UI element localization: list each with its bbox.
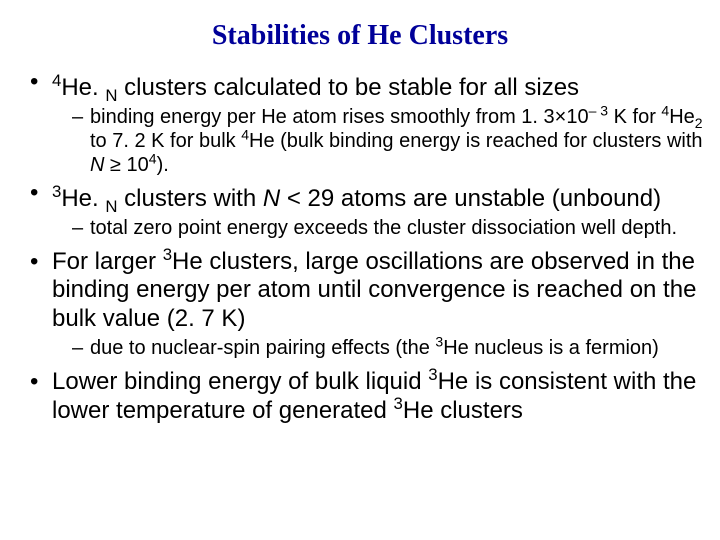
slide-title: Stabilities of He Clusters: [30, 20, 720, 52]
bullet-level1: 4He. N clusters calculated to be stable …: [30, 74, 720, 103]
bullet-level2: binding energy per He atom rises smoothl…: [30, 105, 720, 177]
bullet-level1: Lower binding energy of bulk liquid 3He …: [30, 368, 720, 426]
bullet-level1: 3He. N clusters with N < 29 atoms are un…: [30, 185, 720, 214]
slide: Stabilities of He Clusters 4He. N cluste…: [0, 0, 720, 540]
bullet-level2: due to nuclear-spin pairing effects (the…: [30, 336, 720, 360]
bullet-level2: total zero point energy exceeds the clus…: [30, 216, 720, 240]
bullet-level1: For larger 3He clusters, large oscillati…: [30, 248, 720, 334]
